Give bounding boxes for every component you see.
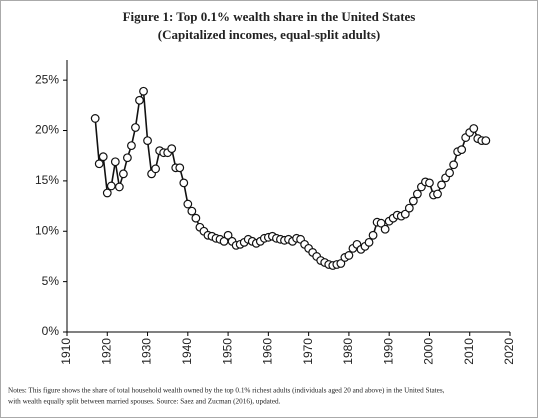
point (223, 230, 233, 240)
y-tick-label: 15% (35, 173, 59, 187)
point (143, 136, 152, 145)
point (408, 196, 418, 206)
y-tick-label: 0% (42, 324, 60, 338)
point (191, 213, 201, 223)
point (457, 145, 467, 155)
point (449, 160, 459, 170)
x-tick-label: 1990 (381, 338, 395, 365)
x-tick-label: 1940 (180, 338, 194, 365)
point (364, 237, 374, 247)
y-tick-label: 5% (42, 274, 60, 288)
y-tick-label: 10% (35, 223, 59, 237)
point (139, 86, 148, 96)
note: with wealth equally split between marrie… (8, 398, 281, 406)
point (445, 168, 454, 178)
chart-subtitle: (Capitalized incomes, equal-split adults… (158, 27, 380, 42)
point (376, 218, 386, 228)
point (437, 180, 446, 190)
point (98, 152, 108, 162)
y-tick-label: 20% (35, 123, 59, 137)
point (433, 189, 442, 199)
point (175, 163, 185, 173)
point (336, 259, 346, 268)
point (90, 114, 100, 123)
y-tick-label: 25% (35, 72, 59, 86)
point (400, 209, 410, 219)
x-tick-label: 2000 (422, 338, 436, 365)
point (481, 136, 491, 145)
point (187, 206, 197, 216)
point (425, 178, 434, 188)
x-tick-label: 1910 (59, 338, 73, 365)
point (412, 189, 422, 199)
x-tick-label: 1930 (140, 338, 154, 365)
point (102, 188, 112, 198)
point (344, 251, 354, 260)
point (380, 224, 390, 234)
point (123, 153, 132, 163)
x-tick-label: 1920 (99, 338, 113, 365)
point (135, 95, 144, 105)
x-tick-label: 2020 (502, 338, 516, 365)
point (118, 169, 128, 179)
point (151, 164, 161, 174)
point (368, 230, 378, 240)
point (131, 123, 140, 132)
point (94, 159, 104, 169)
point (127, 141, 136, 151)
point (114, 182, 124, 192)
x-tick-label: 1960 (261, 338, 275, 365)
point (179, 178, 189, 188)
point (469, 124, 479, 133)
x-tick-label: 1950 (220, 338, 234, 365)
point (106, 181, 116, 191)
chart-title: Figure 1: Top 0.1% wealth share in the U… (123, 9, 416, 24)
x-tick-label: 1970 (301, 338, 315, 365)
point (167, 144, 177, 154)
note: Notes: This figure shows the share of to… (8, 387, 445, 395)
x-tick-label: 2010 (462, 338, 476, 365)
point (404, 203, 414, 213)
x-tick-label: 1980 (341, 338, 355, 365)
point (110, 157, 120, 167)
point (183, 199, 193, 209)
